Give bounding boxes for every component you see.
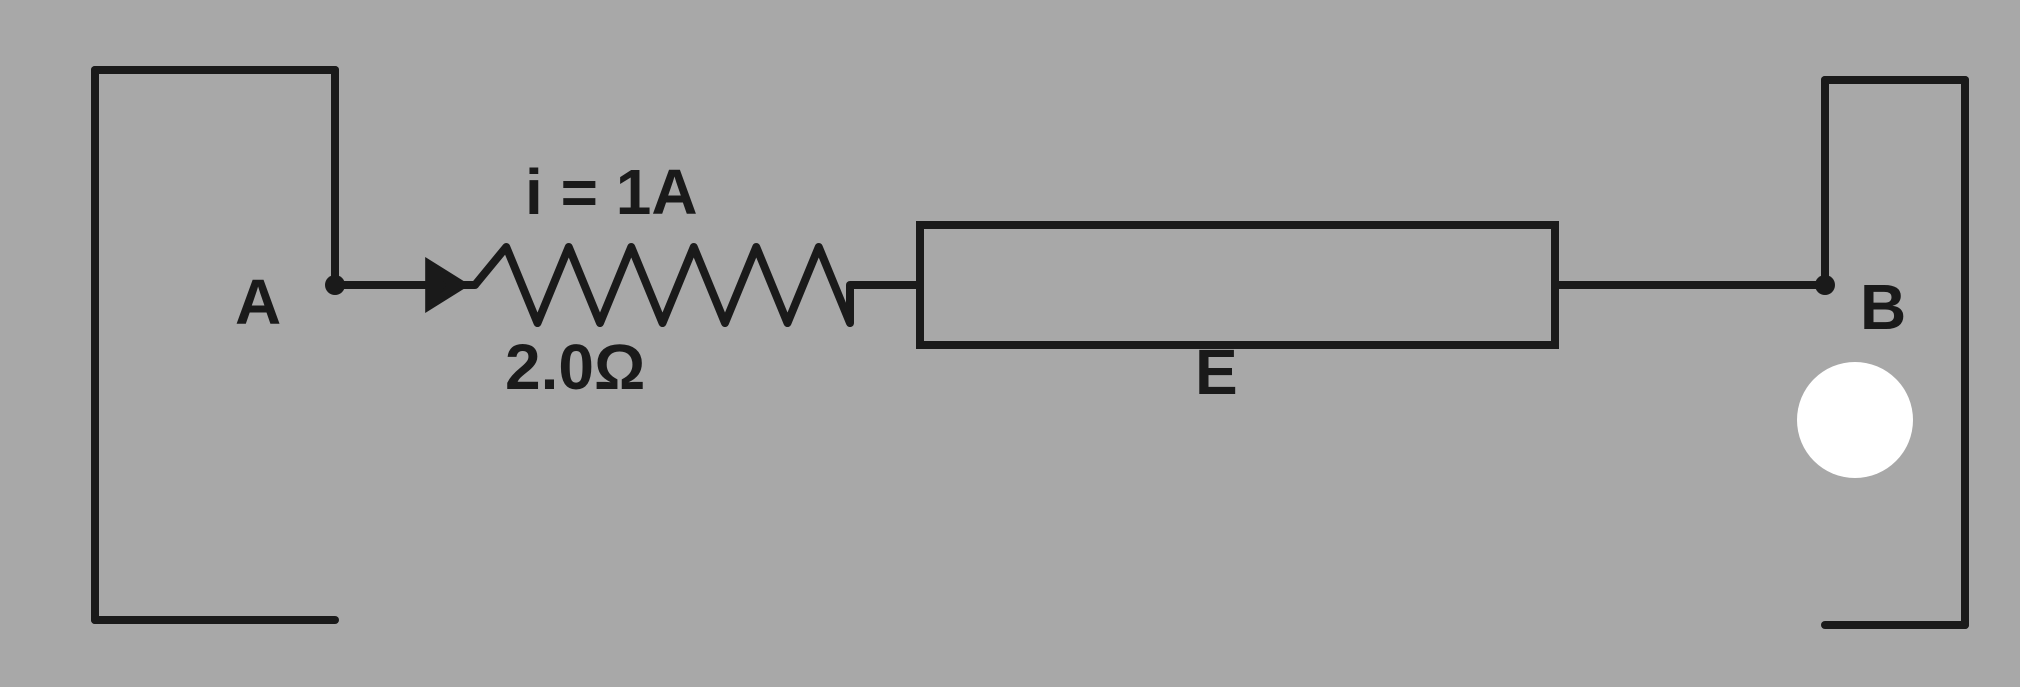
label-node-A: A: [235, 265, 281, 339]
label-node-B: B: [1860, 270, 1906, 344]
resistor-symbol: [475, 247, 850, 323]
current-arrow: [335, 257, 470, 313]
circuit-canvas: [0, 0, 2020, 687]
element-box-E: [920, 225, 1555, 345]
label-element-E: E: [1195, 335, 1238, 409]
white-circle-overlay: [1797, 362, 1913, 478]
label-resistor-value: 2.0Ω: [505, 330, 645, 404]
label-current: i = 1A: [525, 155, 698, 229]
